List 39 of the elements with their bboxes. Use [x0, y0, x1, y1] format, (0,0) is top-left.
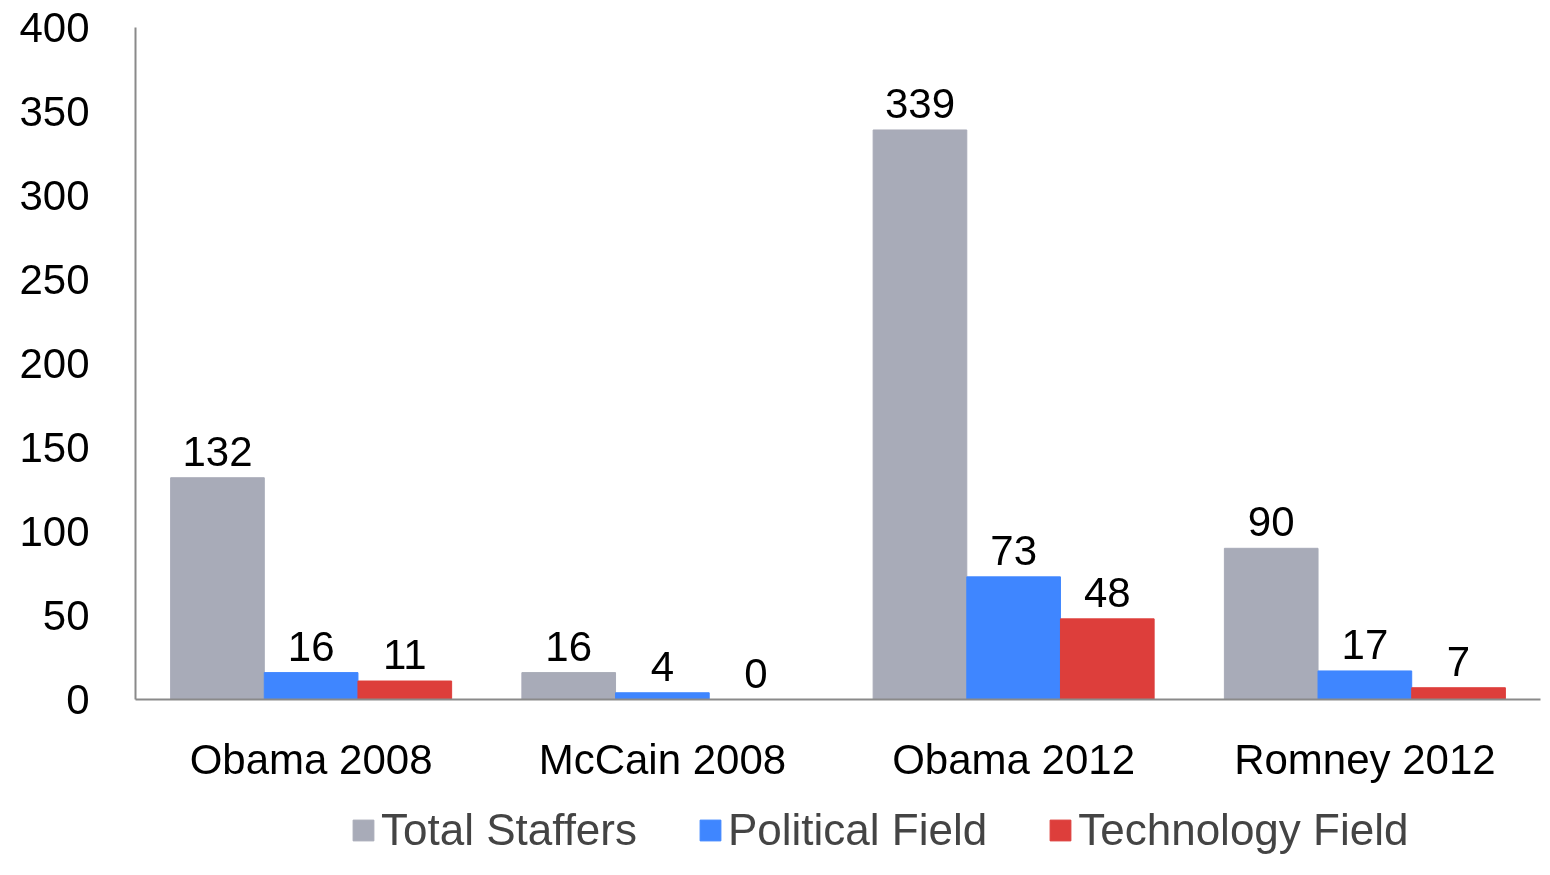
bar — [521, 672, 617, 700]
bar — [966, 576, 1061, 700]
bar — [1223, 547, 1319, 700]
y-tick-label: 50 — [42, 592, 90, 639]
y-tick-label: 100 — [19, 508, 90, 555]
data-label: 48 — [1083, 568, 1131, 616]
y-tick-label: 200 — [19, 340, 90, 387]
data-label: 7 — [1446, 637, 1471, 685]
x-tick-label: Obama 2012 — [892, 735, 1136, 783]
x-tick-label: Obama 2008 — [189, 735, 433, 783]
bar — [1059, 618, 1155, 700]
y-tick-label: 0 — [66, 676, 90, 723]
y-tick-label: 400 — [19, 4, 90, 51]
data-label: 339 — [884, 79, 955, 127]
bar — [872, 129, 968, 700]
bar — [357, 680, 453, 700]
x-tick-label: McCain 2008 — [538, 735, 787, 783]
data-label: 132 — [182, 427, 253, 475]
legend-label: Political Field — [728, 805, 988, 855]
legend-label: Total Staffers — [381, 805, 637, 855]
bar — [1411, 687, 1506, 700]
data-label: 11 — [382, 631, 427, 679]
y-tick-label: 150 — [19, 424, 90, 471]
y-tick-label: 300 — [19, 172, 90, 219]
bar — [170, 477, 265, 700]
data-label: 16 — [545, 622, 593, 670]
data-label: 4 — [650, 642, 675, 690]
data-label: 73 — [990, 526, 1037, 574]
data-label: 0 — [744, 649, 768, 697]
legend-label: Technology Field — [1078, 805, 1409, 855]
y-tick-label: 250 — [19, 256, 90, 303]
bar — [1317, 670, 1413, 700]
data-label: 90 — [1247, 498, 1295, 546]
data-label: 17 — [1341, 620, 1389, 668]
bar — [615, 692, 710, 700]
bar — [263, 672, 359, 700]
data-label: 16 — [287, 622, 335, 670]
y-tick-label: 350 — [19, 88, 90, 135]
x-tick-label: Romney 2012 — [1234, 735, 1496, 783]
